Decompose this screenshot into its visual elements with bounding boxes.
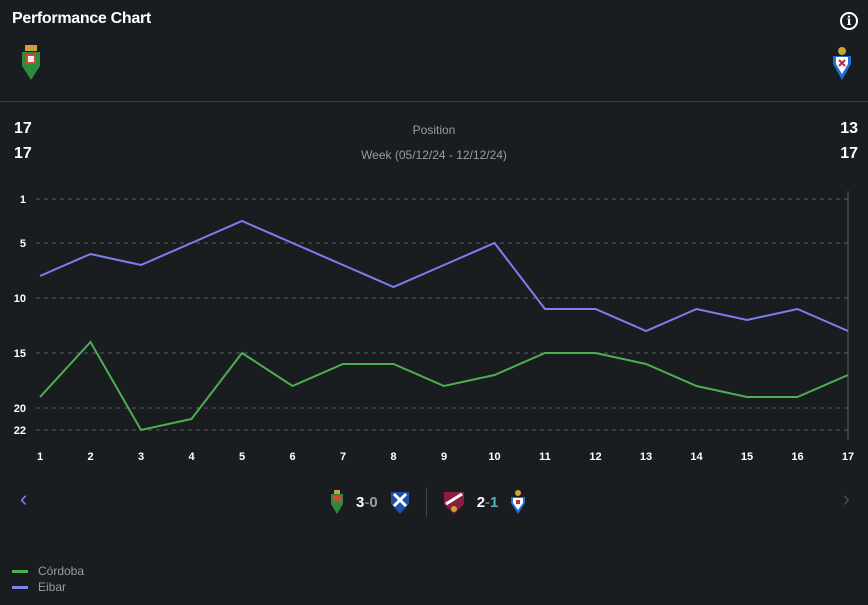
eibar-crest-icon [511, 490, 526, 514]
next-button[interactable]: › [842, 486, 850, 511]
x-tick-label: 7 [340, 451, 346, 463]
y-tick-label: 10 [14, 293, 26, 305]
x-tick-label: 8 [390, 451, 396, 463]
x-tick-label: 10 [488, 451, 500, 463]
home-score: 2 [476, 493, 486, 511]
week-label: Week (05/12/24 - 12/12/24) [361, 148, 507, 162]
x-tick-label: 16 [791, 451, 803, 463]
header-divider [0, 101, 868, 102]
position-label: Position [412, 123, 456, 137]
x-tick-label: 11 [539, 451, 551, 463]
x-tick-label: 14 [690, 451, 703, 463]
series-line-eibar [39, 219, 849, 333]
x-tick-label: 13 [640, 451, 652, 463]
legend-label: Córdoba [38, 564, 85, 578]
home-score: 3 [356, 493, 365, 511]
x-tick-label: 3 [138, 451, 144, 463]
y-tick-label: 20 [14, 403, 26, 415]
away-score: 0 [369, 493, 378, 511]
match-divider [425, 487, 427, 517]
x-tick-label: 9 [441, 451, 447, 463]
cordoba-crest-icon [331, 490, 343, 514]
x-tick-label: 1 [37, 451, 43, 463]
x-tick-label: 4 [188, 451, 195, 463]
x-tick-label: 17 [842, 451, 854, 463]
cordoba-crest-icon [22, 45, 40, 80]
x-tick-label: 6 [289, 451, 295, 463]
legend-item-eibar: Eibar [12, 580, 66, 594]
x-tick-label: 15 [741, 451, 753, 463]
home-position: 17 [14, 120, 32, 137]
legend-swatch [12, 585, 28, 589]
tenerife-crest-icon [390, 492, 409, 514]
legend-swatch [12, 569, 28, 573]
x-tick-label: 12 [589, 451, 601, 463]
huesca-crest-icon [443, 492, 464, 514]
info-icon[interactable]: i [840, 12, 858, 30]
y-tick-label: 5 [20, 238, 26, 250]
y-tick-label: 15 [14, 348, 26, 360]
legend-label: Eibar [38, 580, 67, 594]
match-item[interactable]: 2-1 [443, 490, 527, 514]
series-line-córdoba [39, 340, 849, 432]
y-tick-label: 1 [20, 194, 26, 206]
previous-button[interactable]: ‹ [20, 486, 28, 511]
away-score: 1 [490, 493, 499, 511]
y-tick-label: 22 [14, 425, 26, 437]
away-week: 17 [840, 145, 858, 162]
away-position: 13 [840, 120, 858, 137]
match-item[interactable]: 3-0 [330, 490, 410, 514]
home-week: 17 [14, 145, 32, 162]
legend-item-cordoba: Córdoba [12, 564, 84, 578]
match-list: 3-0 2-1 [330, 487, 526, 517]
page-title: Performance Chart [12, 10, 151, 27]
x-tick-label: 2 [87, 451, 93, 463]
x-tick-label: 5 [239, 451, 245, 463]
score-separator: - [485, 493, 491, 511]
eibar-crest-icon [833, 47, 851, 80]
score-separator: - [364, 493, 370, 511]
